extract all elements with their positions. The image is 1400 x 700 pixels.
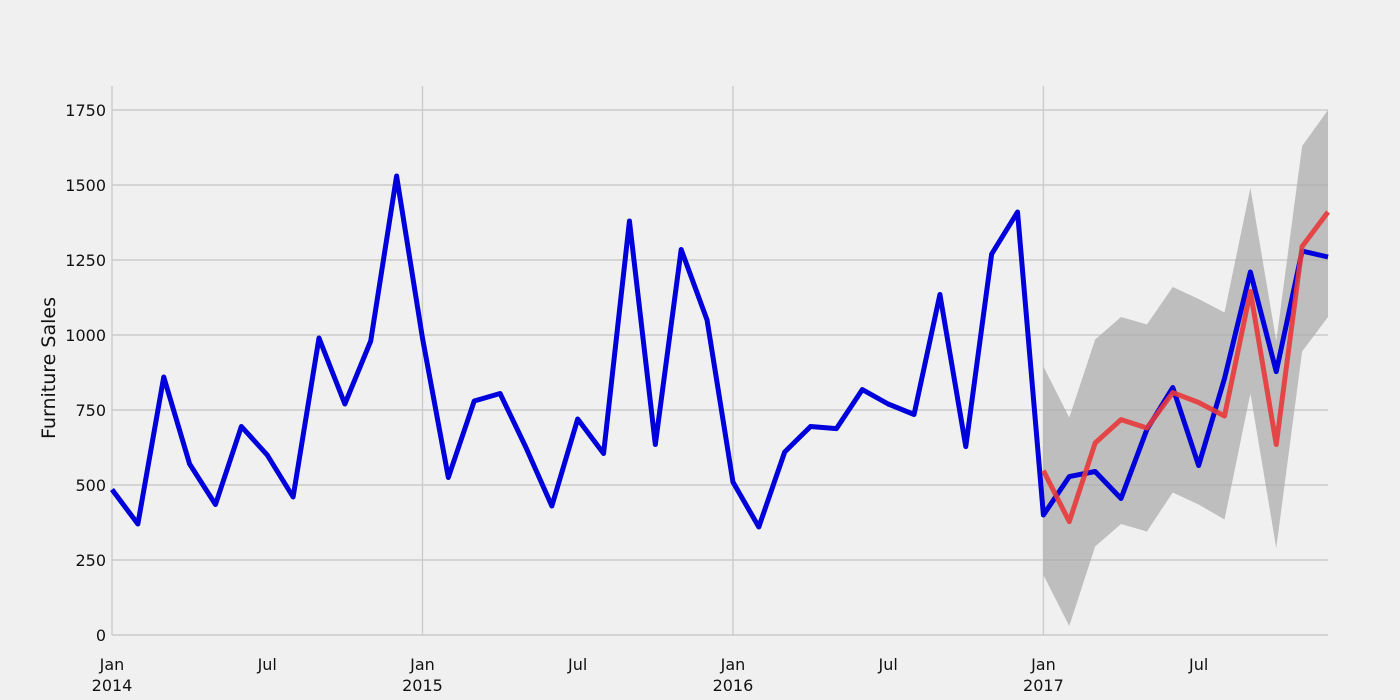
y-axis-label: Furniture Sales [38,297,60,439]
forecast-series-line [1041,210,1331,525]
observed-data-point [886,402,890,406]
forecast-data-point [1196,400,1200,404]
confidence-band [1043,110,1328,626]
y-tick-label: 500 [75,476,106,495]
observed-data-point [679,247,683,251]
observed-data-point [1067,474,1071,478]
x-tick-year-label: 2016 [713,676,754,695]
x-tick-label: Jan [99,655,125,674]
observed-data-point [420,336,424,340]
x-tick-year-label: 2014 [92,676,133,695]
confidence-band-layer [1043,110,1328,626]
x-tick-year-label: 2017 [1023,676,1064,695]
forecast-data-point [1326,210,1330,214]
observed-data-point [912,412,916,416]
observed-data-point [524,445,528,449]
observed-data-point [808,424,812,428]
observed-data-point [731,480,735,484]
forecast-data-point [1093,441,1097,445]
observed-data-point [162,375,166,379]
forecast-data-point [1119,417,1123,421]
observed-data-point [601,451,605,455]
observed-data-point [446,475,450,479]
observed-data-point [1171,385,1175,389]
observed-data-point [705,318,709,322]
forecast-data-point [1145,426,1149,430]
x-tick-label: Jan [409,655,435,674]
observed-data-point [1041,513,1045,517]
observed-data-point [1274,369,1278,373]
forecast-data-point [1222,414,1226,418]
observed-data-point [550,504,554,508]
observed-data-point [834,426,838,430]
observed-data-point [938,292,942,296]
observed-data-point [239,424,243,428]
observed-data-point [472,399,476,403]
observed-data-point [1248,270,1252,274]
observed-data-point [265,453,269,457]
x-tick-label: Jan [720,655,746,674]
forecast-data-point [1274,442,1278,446]
y-tick-label: 1500 [65,176,106,195]
observed-data-point [627,219,631,223]
series-layer [109,173,1331,530]
observed-data-point [110,487,114,491]
gridlines [111,86,1328,636]
observed-data-point [291,495,295,499]
observed-data-point [989,252,993,256]
forecast-data-point [1300,244,1304,248]
forecast-data-point [1067,519,1071,523]
observed-data-point [757,525,761,529]
tick-labels: 0 250 500 750 1000 1250 1500 1750 Jan 2014 Jul Jan 2… [65,101,1208,695]
observed-data-point [369,339,373,343]
x-tick-label: Jul [1188,655,1208,674]
observed-data-point [576,417,580,421]
observed-data-point [394,174,398,178]
observed-series-line [109,173,1329,530]
x-tick-label: Jan [1030,655,1056,674]
forecast-data-point [1171,390,1175,394]
observed-data-point [782,450,786,454]
x-tick-label: Jul [567,655,587,674]
observed-data-point [1015,210,1019,214]
observed-data-point [136,522,140,526]
observed-data-point [1196,463,1200,467]
x-tick-label: Jul [257,655,277,674]
y-tick-label: 1750 [65,101,106,120]
observed-data-point [1326,255,1330,259]
observed-data-point [213,502,217,506]
observed-data-point [187,462,191,466]
observed-data-point [1093,469,1097,473]
observed-data-point [317,336,321,340]
y-tick-label: 750 [75,401,106,420]
y-tick-label: 0 [96,626,106,645]
y-tick-label: 250 [75,551,106,570]
y-tick-label: 1000 [65,326,106,345]
observed-data-point [1222,376,1226,380]
observed-data-point [653,442,657,446]
observed-data-point [860,387,864,391]
observed-data-point [1119,496,1123,500]
forecast-data-point [1041,468,1045,472]
observed-data-point [964,444,968,448]
observed-data-point [343,402,347,406]
x-tick-label: Jul [878,655,898,674]
observed-data-point [498,391,502,395]
y-tick-label: 1250 [65,251,106,270]
forecast-data-point [1248,289,1252,293]
x-tick-year-label: 2015 [402,676,443,695]
